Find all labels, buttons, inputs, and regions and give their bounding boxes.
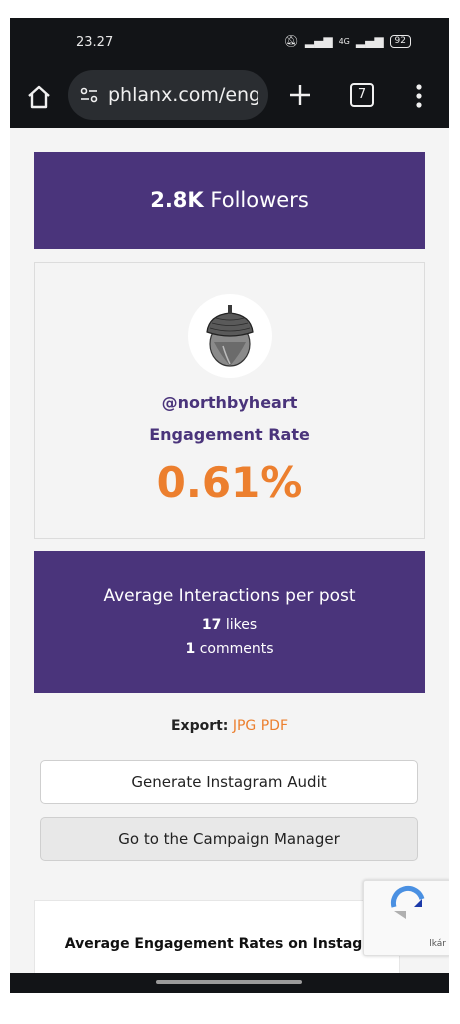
battery-icon: 92 (389, 34, 411, 48)
followers-count: 2.8K (150, 188, 204, 212)
export-pdf-link[interactable]: PDF (260, 718, 289, 734)
plus-icon[interactable] (287, 82, 313, 108)
home-icon[interactable] (26, 84, 52, 110)
url-text: phlanx.com/enga (108, 84, 258, 106)
profile-handle: @northbyheart (161, 393, 298, 412)
recaptcha-badge[interactable]: lkár (363, 880, 449, 956)
export-label: Export: (170, 718, 229, 734)
acorn-icon (206, 305, 254, 367)
comments-label: comments (199, 641, 274, 657)
mute-icon: 🔕︎ (283, 34, 299, 48)
navigation-bar (10, 973, 449, 993)
export-jpg-link[interactable]: JPG (232, 718, 257, 734)
comments-line: 1 comments (34, 641, 425, 657)
phone-screen: 23.27 🔕︎ ▂▄▆ 4G ▂▄▆ 92 phlanx.com/enga 7 (10, 18, 449, 993)
browser-toolbar: phlanx.com/enga 7 (10, 68, 449, 128)
likes-count: 17 (201, 617, 222, 633)
network-label: 4G (338, 36, 350, 46)
likes-line: 17 likes (34, 617, 425, 633)
interactions-title: Average Interactions per post (103, 586, 356, 606)
interactions-card: Average Interactions per post 17 likes 1… (34, 551, 425, 693)
status-time: 23.27 (76, 35, 114, 50)
tune-icon[interactable] (80, 87, 98, 103)
campaign-manager-button[interactable]: Go to the Campaign Manager (40, 817, 418, 861)
comments-count: 1 (185, 641, 196, 657)
tabs-icon[interactable]: 7 (350, 83, 374, 107)
followers-label: Followers (210, 188, 309, 212)
avatar (188, 294, 272, 378)
address-bar[interactable]: phlanx.com/enga (68, 70, 268, 120)
rates-title: Average Engagement Rates on Instagram (64, 936, 394, 952)
signal-icon-2: ▂▄▆ (355, 34, 384, 48)
page-content: 2.8K Followers @northbyheart Engagement … (10, 128, 449, 973)
gesture-handle[interactable] (156, 980, 302, 984)
likes-label: likes (225, 617, 258, 633)
profile-card: @northbyheart Engagement Rate 0.61% (34, 262, 425, 539)
followers-card: 2.8K Followers (34, 152, 425, 249)
recaptcha-text: lkár (429, 939, 446, 949)
more-vert-icon[interactable] (410, 82, 428, 110)
engagement-value: 0.61% (156, 458, 303, 507)
engagement-rates-card: Average Engagement Rates on Instagram (34, 900, 400, 973)
generate-audit-button[interactable]: Generate Instagram Audit (40, 760, 418, 804)
engagement-label: Engagement Rate (149, 425, 310, 444)
export-row: Export: JPG PDF (10, 718, 449, 734)
status-icons: 🔕︎ ▂▄▆ 4G ▂▄▆ 92 (284, 34, 411, 48)
status-bar: 23.27 🔕︎ ▂▄▆ 4G ▂▄▆ 92 (10, 18, 449, 68)
recaptcha-icon (390, 885, 425, 919)
signal-icon: ▂▄▆ (304, 34, 333, 48)
